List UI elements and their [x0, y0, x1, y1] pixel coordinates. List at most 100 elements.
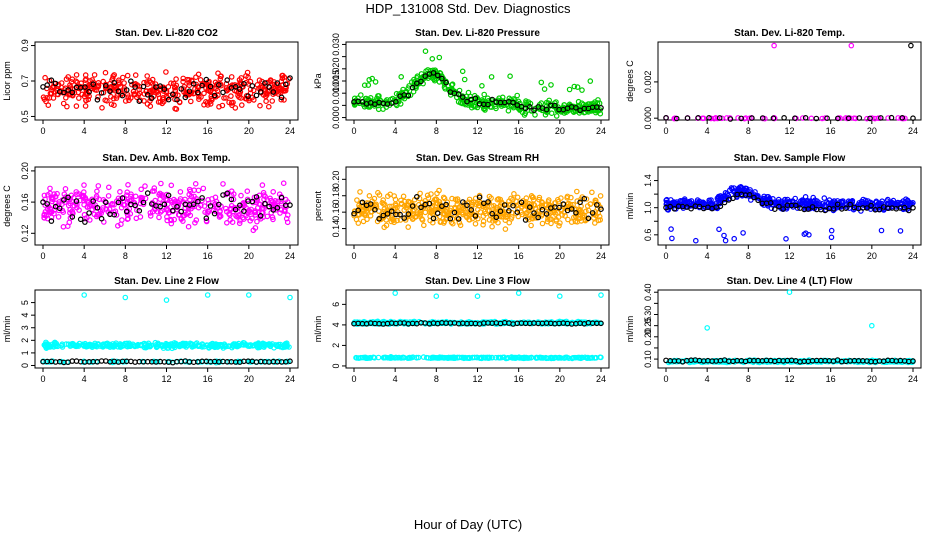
data-point	[721, 199, 728, 206]
outlier-point	[771, 42, 777, 49]
data-point	[91, 211, 98, 218]
data-point	[667, 203, 674, 210]
data-point	[372, 206, 378, 213]
data-point	[407, 92, 414, 98]
x-tick-label: 0	[351, 126, 356, 136]
data-point	[821, 195, 828, 201]
y-axis-label: kPa	[313, 73, 323, 89]
y-tick-label: 0.12	[20, 225, 30, 243]
data-point	[182, 196, 188, 203]
data-point	[278, 194, 285, 201]
data-point	[415, 211, 421, 217]
data-point	[119, 92, 126, 99]
x-tick-label: 16	[826, 374, 836, 384]
outlier-point	[474, 293, 481, 300]
data-point	[274, 80, 281, 86]
data-point	[407, 354, 413, 361]
data-point	[485, 199, 491, 205]
data-point	[100, 342, 106, 348]
data-point	[437, 219, 444, 226]
data-point	[277, 210, 283, 216]
data-point	[52, 206, 58, 213]
data-point	[137, 97, 144, 104]
data-point	[410, 354, 416, 361]
data-point	[238, 192, 244, 199]
data-point	[132, 193, 139, 200]
y-tick-label: 0.20	[20, 162, 30, 180]
data-point	[118, 204, 125, 211]
data-point	[253, 194, 260, 200]
data-point	[43, 98, 49, 105]
data-point	[514, 209, 521, 216]
data-point	[799, 115, 806, 121]
x-tick-label: 24	[285, 126, 295, 136]
data-point	[480, 222, 486, 228]
data-point	[501, 354, 508, 361]
data-point	[444, 202, 451, 209]
data-point	[521, 354, 528, 361]
data-point	[165, 192, 172, 199]
data-point	[232, 84, 239, 90]
data-point	[58, 80, 65, 86]
data-point	[422, 48, 429, 55]
y-tick-label: 1.0	[643, 201, 653, 214]
y-tick-label: 0.16	[331, 203, 341, 221]
data-point	[548, 82, 554, 88]
data-point	[830, 206, 837, 212]
data-point	[899, 115, 906, 121]
series-hourly	[40, 75, 293, 105]
data-point	[430, 70, 437, 76]
data-point	[262, 200, 268, 207]
data-point	[468, 104, 475, 111]
data-point	[270, 189, 277, 195]
data-point	[83, 97, 89, 104]
data-point	[217, 209, 223, 215]
data-point	[512, 355, 519, 361]
data-point	[186, 186, 193, 193]
data-point	[130, 88, 137, 95]
data-point	[177, 189, 184, 195]
data-point	[181, 342, 187, 349]
data-point	[593, 212, 599, 219]
data-point	[417, 190, 423, 197]
data-point	[224, 77, 231, 83]
data-point	[180, 78, 186, 85]
data-point	[276, 85, 283, 91]
data-point	[482, 210, 489, 217]
data-point	[110, 343, 116, 350]
y-axis-label: degrees C	[2, 185, 12, 227]
data-point	[77, 197, 83, 204]
data-point	[49, 194, 56, 201]
data-point	[153, 342, 159, 348]
data-point	[203, 76, 210, 83]
data-point	[469, 201, 476, 208]
data-point	[692, 237, 699, 244]
outlier-point	[704, 325, 711, 331]
data-point	[856, 115, 863, 121]
data-point	[556, 223, 562, 229]
data-point	[354, 197, 360, 203]
data-point	[87, 341, 93, 348]
chart-title: Stan. Dev. Li-820 CO2	[115, 28, 218, 39]
data-point	[94, 205, 101, 211]
data-point	[86, 210, 92, 216]
x-tick-label: 20	[555, 251, 565, 261]
data-point	[279, 75, 286, 82]
data-point	[464, 98, 470, 105]
data-point	[440, 220, 447, 226]
data-point	[82, 103, 89, 109]
data-point	[207, 83, 214, 90]
data-point	[160, 194, 167, 200]
data-point	[573, 188, 580, 195]
data-point	[543, 106, 550, 113]
data-point	[184, 89, 190, 96]
data-point	[209, 97, 215, 103]
data-point	[489, 223, 495, 230]
data-point	[834, 115, 841, 122]
data-point	[73, 72, 80, 78]
data-point	[228, 100, 235, 106]
x-tick-label: 4	[82, 374, 87, 384]
data-point	[82, 84, 88, 90]
data-point	[169, 199, 176, 206]
data-point	[144, 73, 151, 79]
